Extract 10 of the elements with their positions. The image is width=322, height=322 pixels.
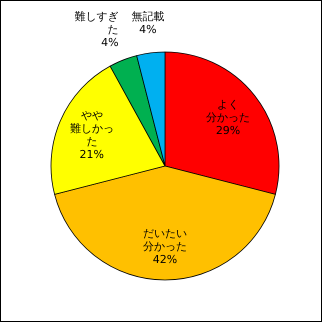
data-label: 29% [216, 124, 240, 138]
data-label: 42% [152, 252, 178, 266]
data-label: 4% [101, 36, 119, 49]
slice-label: 無記載 [131, 10, 164, 23]
slice-label: だいたい分かった [143, 226, 187, 253]
data-label: 4% [139, 23, 157, 36]
data-label: 21% [80, 148, 104, 161]
slice-label: 難しすぎた [74, 10, 119, 36]
slice-label: やや難しかった [70, 108, 114, 148]
slice-label: よく分かった [206, 98, 250, 124]
